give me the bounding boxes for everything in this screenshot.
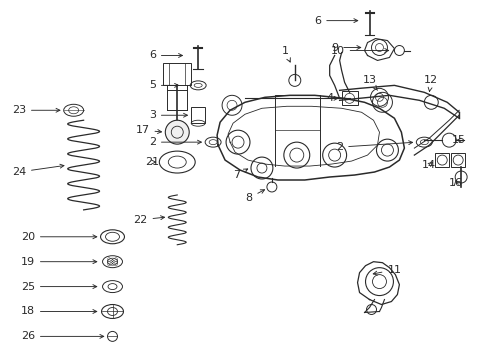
Text: 10: 10	[330, 45, 388, 55]
Text: 5: 5	[148, 80, 178, 90]
Text: 14: 14	[421, 160, 435, 170]
Circle shape	[165, 120, 189, 144]
Text: 19: 19	[20, 257, 97, 267]
Text: 18: 18	[20, 306, 97, 316]
Text: 2: 2	[148, 137, 201, 147]
Text: 21: 21	[145, 157, 159, 167]
Text: 13: 13	[362, 75, 377, 90]
Text: 3: 3	[148, 110, 187, 120]
Bar	[191, 107, 205, 123]
Text: 17: 17	[135, 125, 161, 135]
Bar	[434, 153, 448, 167]
Text: 22: 22	[133, 215, 164, 225]
Bar	[163, 63, 191, 85]
Text: 20: 20	[20, 232, 97, 242]
Text: 2: 2	[335, 141, 412, 152]
Text: 9: 9	[330, 42, 360, 53]
Bar	[341, 91, 357, 105]
Text: 15: 15	[451, 135, 465, 145]
Text: 6: 6	[148, 50, 182, 60]
Bar	[450, 153, 464, 167]
Text: 4: 4	[325, 93, 338, 103]
Text: 1: 1	[281, 45, 290, 62]
Text: 11: 11	[372, 265, 401, 275]
Text: 16: 16	[448, 178, 462, 188]
Text: 6: 6	[314, 15, 357, 26]
Text: 25: 25	[20, 282, 97, 292]
Text: 24: 24	[12, 164, 64, 177]
Text: 26: 26	[20, 332, 103, 341]
Text: 8: 8	[245, 190, 264, 203]
Text: 23: 23	[12, 105, 60, 115]
Text: 7: 7	[233, 169, 247, 180]
Text: 12: 12	[424, 75, 437, 91]
